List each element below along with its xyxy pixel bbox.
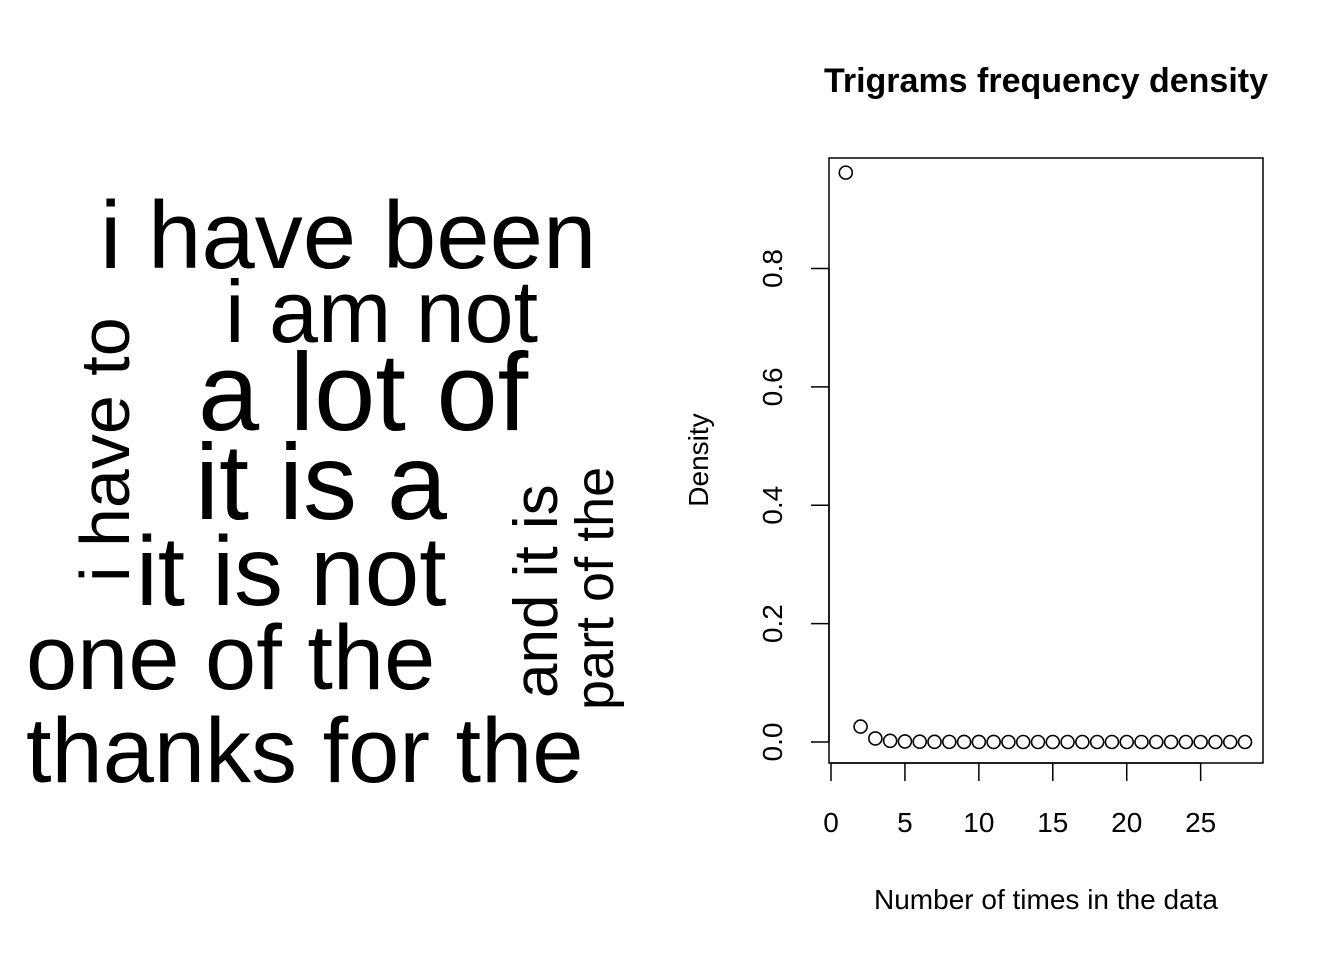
cloud-word: a lot of: [198, 331, 529, 454]
plot-frame: [828, 157, 1264, 764]
x-axis-label: Number of times in the data: [874, 884, 1218, 915]
data-point: [853, 719, 868, 734]
data-point: [1134, 734, 1149, 750]
data-point: [1148, 734, 1164, 750]
data-point: [882, 733, 898, 749]
data-point: [897, 734, 913, 749]
cloud-word: i am not: [225, 262, 539, 361]
cloud-word: thanks for the: [26, 700, 584, 802]
cloud-word: one of the: [26, 607, 436, 709]
data-point: [956, 734, 972, 750]
data-point: [838, 165, 854, 180]
y-axis: 0.0 0.2 0.4 0.6 0.8: [757, 249, 830, 762]
data-point: [1222, 734, 1238, 750]
data-point: [1119, 734, 1135, 750]
x-tick-label: 20: [1111, 807, 1142, 838]
cloud-word: it is a: [195, 421, 448, 542]
data-point: [1178, 734, 1194, 750]
x-tick-label: 0: [823, 807, 839, 838]
cloud-word: it is not: [136, 516, 447, 626]
y-tick-label: 0.2: [757, 604, 788, 643]
y-tick-label: 0.0: [757, 723, 788, 762]
data-point: [971, 734, 987, 750]
y-tick-label: 0.8: [757, 249, 788, 288]
data-point: [941, 734, 957, 750]
y-tick-label: 0.6: [757, 367, 788, 406]
data-point: [868, 731, 883, 746]
data-point: [1045, 734, 1061, 750]
y-tick-label: 0.4: [757, 486, 788, 525]
data-point: [986, 734, 1001, 750]
data-point: [1001, 734, 1016, 750]
chart-title: Trigrams frequency density: [824, 62, 1268, 100]
x-tick-label: 5: [897, 807, 913, 838]
data-point: [1075, 734, 1090, 750]
x-axis: 0 5 10 15 20 25: [823, 762, 1216, 838]
data-point: [1193, 734, 1208, 750]
data-point: [1208, 734, 1223, 750]
data-point: [1163, 734, 1179, 750]
y-axis-label: Density: [683, 413, 714, 506]
data-point: [912, 734, 928, 750]
x-tick-label: 15: [1037, 807, 1068, 838]
x-tick-label: 10: [963, 807, 994, 838]
data-point: [1015, 734, 1031, 750]
data-point: [1030, 734, 1046, 750]
data-points: [838, 165, 1253, 750]
cloud-word: i have been: [100, 182, 597, 289]
data-point: [1104, 734, 1120, 750]
word-cloud: i have been i am not a lot of it is a it…: [0, 0, 660, 960]
data-point: [1060, 734, 1075, 750]
data-point: [1237, 734, 1253, 750]
x-tick-label: 25: [1185, 807, 1216, 838]
data-point: [927, 734, 942, 750]
data-point: [1089, 734, 1105, 750]
